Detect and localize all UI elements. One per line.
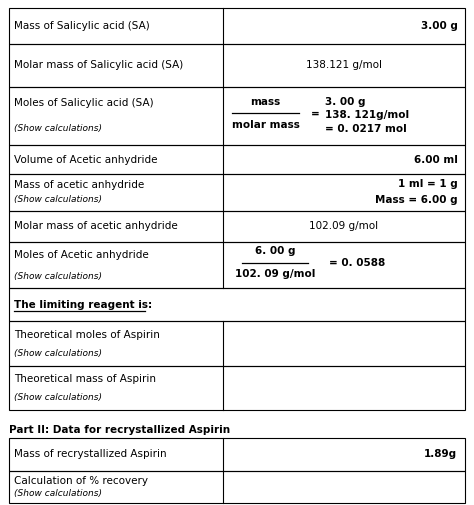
Bar	[9, 174, 465, 211]
Bar	[9, 242, 465, 288]
Text: (Show calculations): (Show calculations)	[14, 348, 102, 358]
Text: The limiting reagent is:: The limiting reagent is:	[14, 300, 156, 310]
Text: 6.00 ml: 6.00 ml	[413, 155, 457, 165]
Text: = 0. 0588: = 0. 0588	[329, 258, 386, 268]
Text: (Show calculations): (Show calculations)	[14, 272, 102, 281]
Text: Molar mass of Salicylic acid (SA): Molar mass of Salicylic acid (SA)	[14, 61, 183, 70]
Bar	[9, 288, 465, 321]
Text: Theoretical moles of Aspirin: Theoretical moles of Aspirin	[14, 329, 160, 339]
Text: = 0. 0217 mol: = 0. 0217 mol	[325, 124, 406, 133]
Text: 138. 121g/mol: 138. 121g/mol	[325, 110, 409, 120]
Text: (Show calculations): (Show calculations)	[14, 393, 102, 402]
Text: mass: mass	[250, 97, 281, 107]
Text: Mass of acetic anhydride: Mass of acetic anhydride	[14, 180, 145, 190]
Bar	[9, 145, 465, 174]
Text: 6. 00 g: 6. 00 g	[255, 246, 295, 256]
Bar	[9, 44, 465, 87]
Text: Mass of Salicylic acid (SA): Mass of Salicylic acid (SA)	[14, 21, 150, 31]
Bar	[9, 87, 465, 145]
Text: (Show calculations): (Show calculations)	[14, 489, 102, 498]
Text: 102. 09 g/mol: 102. 09 g/mol	[235, 269, 315, 279]
Bar	[9, 438, 465, 471]
Text: 1.89g: 1.89g	[424, 449, 457, 459]
Text: 102.09 g/mol: 102.09 g/mol	[309, 221, 378, 231]
Text: Calculation of % recovery: Calculation of % recovery	[14, 476, 148, 485]
Bar	[9, 321, 465, 366]
Text: Mass = 6.00 g: Mass = 6.00 g	[375, 194, 457, 205]
Text: =: =	[310, 109, 319, 118]
Bar	[9, 471, 465, 503]
Text: 138.121 g/mol: 138.121 g/mol	[306, 61, 382, 70]
Text: Moles of Acetic anhydride: Moles of Acetic anhydride	[14, 250, 149, 260]
Text: Part II: Data for recrystallized Aspirin: Part II: Data for recrystallized Aspirin	[9, 425, 231, 435]
Text: 3.00 g: 3.00 g	[420, 21, 457, 31]
Text: Volume of Acetic anhydride: Volume of Acetic anhydride	[14, 155, 158, 165]
Bar	[9, 211, 465, 242]
Text: Molar mass of acetic anhydride: Molar mass of acetic anhydride	[14, 221, 178, 231]
Text: (Show calculations): (Show calculations)	[14, 195, 102, 204]
Text: molar mass: molar mass	[231, 120, 300, 130]
Bar	[9, 366, 465, 410]
Text: 3. 00 g: 3. 00 g	[325, 97, 365, 107]
Text: Moles of Salicylic acid (SA): Moles of Salicylic acid (SA)	[14, 98, 154, 108]
Text: Theoretical mass of Aspirin: Theoretical mass of Aspirin	[14, 374, 156, 384]
Bar	[9, 8, 465, 44]
Text: 1 ml = 1 g: 1 ml = 1 g	[398, 179, 457, 189]
Text: Mass of recrystallized Aspirin: Mass of recrystallized Aspirin	[14, 449, 167, 459]
Text: (Show calculations): (Show calculations)	[14, 124, 102, 133]
